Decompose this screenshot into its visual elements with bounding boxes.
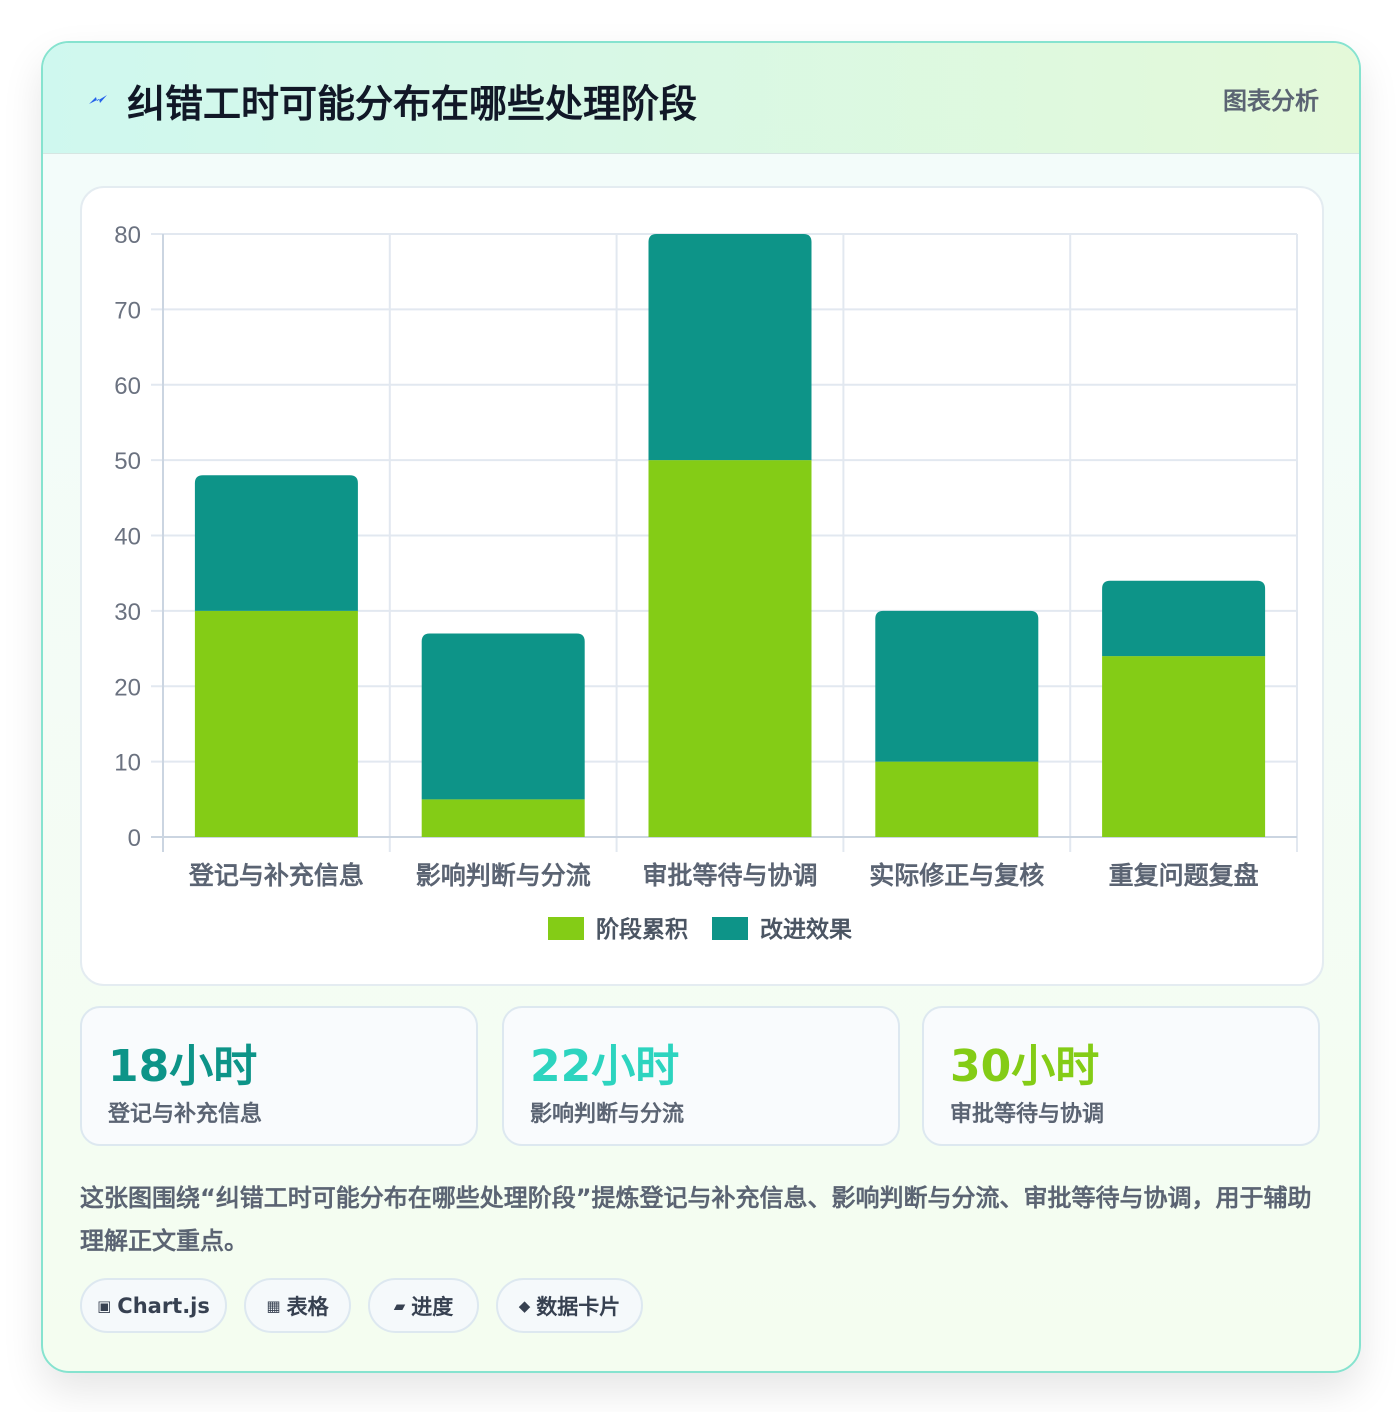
chip-label: 表格 <box>286 1294 329 1319</box>
chip-data-cards[interactable]: ◆ 数据卡片 <box>496 1278 643 1333</box>
card-title: 纠错工时可能分布在哪些处理阶段 <box>127 82 698 126</box>
stacked-bar-chart: 0 10 20 30 40 50 60 70 80 登记与补充信息 影响判断与分流 审批等待与协调 实际… <box>114 222 1298 943</box>
chip-label: 数据卡片 <box>536 1294 621 1319</box>
bar-segment <box>421 799 585 837</box>
chip-label: Chart.js <box>117 1293 210 1318</box>
y-tick-label: 20 <box>114 674 141 701</box>
stat-label: 审批等待与协调 <box>950 1102 1105 1127</box>
chip-progress[interactable]: ▰ 进度 <box>368 1278 479 1333</box>
stat-value: 22小时 <box>530 1041 680 1092</box>
bar-segment <box>875 610 1039 762</box>
chart-description: 这张图围绕“纠错工时可能分布在哪些处理阶段”提炼登记与补充信息、影响判断与分流、… <box>80 1184 1312 1255</box>
legend-swatch <box>548 917 584 940</box>
stat-card-approval: 30小时 审批等待与协调 <box>922 1006 1320 1146</box>
bar-segment <box>421 633 585 800</box>
chart-icon: ▣ <box>97 1296 112 1315</box>
y-tick-label: 40 <box>114 524 141 551</box>
stat-value: 18小时 <box>108 1041 258 1092</box>
legend-label: 阶段累积 <box>596 916 688 943</box>
chip-chartjs[interactable]: ▣ Chart.js <box>80 1278 227 1333</box>
bar-segment <box>1102 580 1266 657</box>
stat-label: 影响判断与分流 <box>530 1102 685 1127</box>
chip-label: 进度 <box>411 1294 454 1319</box>
y-tick-label: 60 <box>114 373 141 400</box>
bar-segment <box>194 475 358 611</box>
bar-segment <box>648 460 812 837</box>
chart-panel: 0 10 20 30 40 50 60 70 80 登记与补充信息 影响判断与分流 审批等待与协调 实际… <box>80 186 1324 986</box>
lightning-icon <box>89 95 107 104</box>
stat-value: 30小时 <box>950 1041 1100 1092</box>
x-tick-label: 登记与补充信息 <box>188 861 364 890</box>
y-tick-label: 70 <box>114 297 141 324</box>
y-tick-label: 10 <box>114 750 141 777</box>
x-tick-label: 影响判断与分流 <box>416 861 591 890</box>
y-tick-label: 30 <box>114 599 141 626</box>
bar-segment <box>194 610 358 837</box>
legend-swatch <box>712 917 748 940</box>
y-tick-label: 50 <box>114 448 141 475</box>
chart-card: 纠错工时可能分布在哪些处理阶段 图表分析 0 10 20 30 40 50 60 70 80 登记… <box>41 41 1361 1373</box>
x-tick-label: 审批等待与协调 <box>642 861 817 890</box>
y-tick-label: 0 <box>128 825 141 852</box>
bar-segment <box>648 234 812 461</box>
legend-label: 改进效果 <box>760 916 852 943</box>
stat-card-registration: 18小时 登记与补充信息 <box>80 1006 478 1146</box>
bar-segment <box>1102 656 1266 837</box>
stat-label: 登记与补充信息 <box>108 1102 263 1127</box>
stat-card-triage: 22小时 影响判断与分流 <box>502 1006 900 1146</box>
bar-segment <box>875 761 1039 837</box>
x-tick-label: 重复问题复盘 <box>1109 861 1259 890</box>
card-header: 纠错工时可能分布在哪些处理阶段 图表分析 <box>43 43 1359 154</box>
chip-table[interactable]: ▦ 表格 <box>244 1278 351 1333</box>
x-tick-label: 实际修正与复核 <box>869 861 1044 890</box>
chart-analysis-tag: 图表分析 <box>1223 87 1319 115</box>
y-tick-label: 80 <box>114 222 141 249</box>
progress-icon: ▰ <box>393 1296 406 1315</box>
table-icon: ▦ <box>266 1296 281 1315</box>
diamond-icon: ◆ <box>518 1296 531 1315</box>
